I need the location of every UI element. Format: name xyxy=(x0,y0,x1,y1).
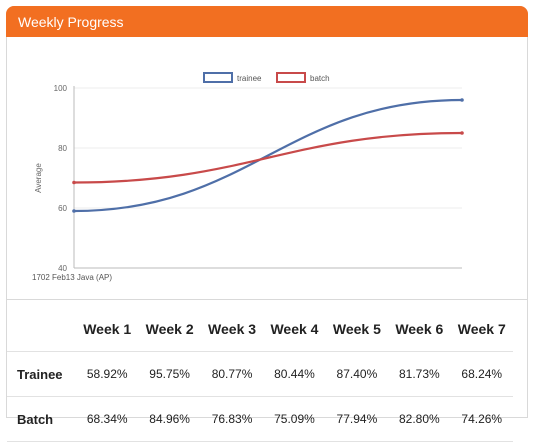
column-header: Week 1 xyxy=(83,321,132,337)
y-tick-label: 100 xyxy=(54,84,68,93)
card-header: Weekly Progress xyxy=(6,6,528,37)
column-header: Week 4 xyxy=(270,321,319,337)
legend-swatch-batch xyxy=(276,72,306,83)
x-tick-label: 1702 Feb13 Java (AP) xyxy=(32,273,112,282)
weekly-progress-table: Week 1 Week 2 Week 3 Week 4 Week 5 Week … xyxy=(7,307,513,442)
y-tick-label: 40 xyxy=(58,264,67,273)
table-cell: 68.34% xyxy=(76,396,139,442)
weekly-progress-card: Weekly Progress 40 60 80 100 Average 1702 Feb… xyxy=(6,6,528,442)
progress-line-chart: 40 60 80 100 Average 1702 Feb13 Java (AP) trai… xyxy=(7,43,527,301)
table-cell: 82.80% xyxy=(388,396,451,442)
y-tick-label: 60 xyxy=(58,204,67,213)
data-point xyxy=(72,180,76,185)
table-cell: 74.26% xyxy=(450,396,513,442)
legend-label-batch: batch xyxy=(310,74,330,83)
table-cell: 80.44% xyxy=(263,351,326,397)
column-header: Week 5 xyxy=(332,321,381,337)
legend-swatch-trainee xyxy=(203,72,233,83)
data-point xyxy=(72,209,76,213)
data-point xyxy=(460,98,464,102)
row-label: Trainee xyxy=(7,351,76,397)
chart-svg: 40 60 80 100 Average 1702 Feb13 Java (AP) trai… xyxy=(32,72,464,282)
table-cell: 75.09% xyxy=(263,396,326,442)
data-point xyxy=(460,131,464,135)
table-row-batch: Batch 68.34% 84.96% 76.83% 75.09% 77.94%… xyxy=(7,396,513,442)
table-row-trainee: Trainee 58.92% 95.75% 80.77% 80.44% 87.4… xyxy=(7,351,513,397)
table-cell: 76.83% xyxy=(200,396,264,442)
table-cell: 95.75% xyxy=(138,351,201,397)
series-line-trainee xyxy=(73,98,463,213)
table-cell: 80.77% xyxy=(200,351,264,397)
y-axis-label: Average xyxy=(34,163,43,193)
table-corner-cell xyxy=(7,307,76,352)
column-header: Week 6 xyxy=(395,321,444,337)
table-cell: 58.92% xyxy=(76,351,139,397)
row-label: Batch xyxy=(7,396,76,442)
column-header: Week 3 xyxy=(208,321,257,337)
column-header: Week 2 xyxy=(145,321,194,337)
legend-label-trainee: trainee xyxy=(237,74,262,83)
column-header: Week 7 xyxy=(457,321,506,337)
table-cell: 68.24% xyxy=(450,351,513,397)
table-cell: 87.40% xyxy=(325,351,389,397)
series-line-batch xyxy=(73,131,463,184)
table-header-row: Week 1 Week 2 Week 3 Week 4 Week 5 Week … xyxy=(7,307,513,352)
card-title: Weekly Progress xyxy=(18,14,124,30)
table-cell: 77.94% xyxy=(325,396,389,442)
y-tick-label: 80 xyxy=(58,144,67,153)
table-cell: 81.73% xyxy=(388,351,451,397)
table-cell: 84.96% xyxy=(138,396,201,442)
chart-table-divider xyxy=(7,299,527,300)
